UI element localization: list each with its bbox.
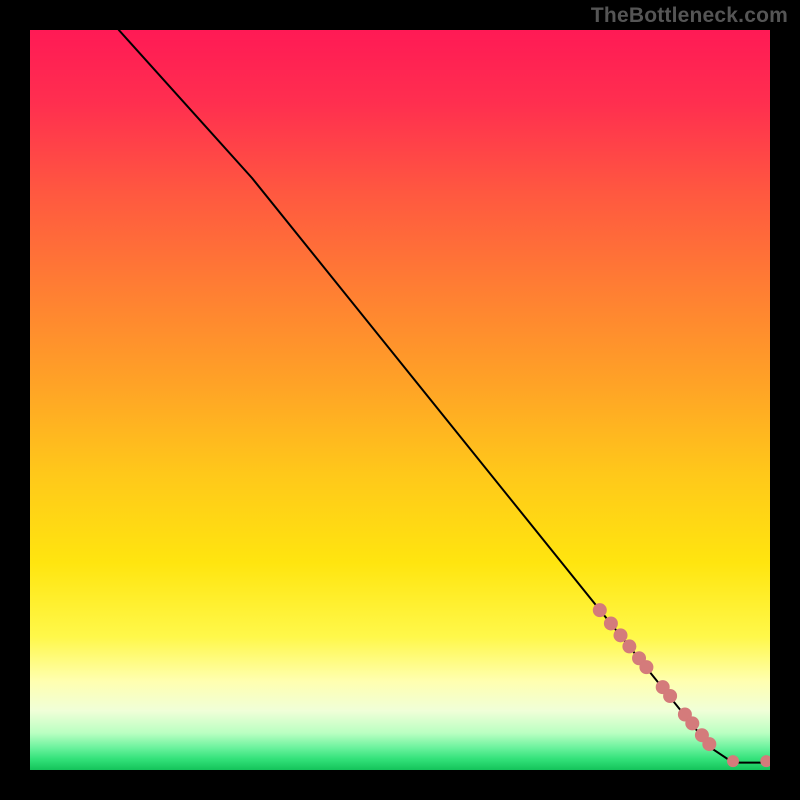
data-point-marker xyxy=(623,640,636,653)
data-point-marker xyxy=(664,690,677,703)
bottleneck-curve xyxy=(119,30,770,763)
data-point-marker xyxy=(604,617,617,630)
data-point-marker xyxy=(593,604,606,617)
data-point-marker xyxy=(614,629,627,642)
data-point-marker xyxy=(761,756,770,767)
data-point-marker xyxy=(728,756,739,767)
data-point-marker xyxy=(686,717,699,730)
plot-area xyxy=(30,30,770,770)
watermark-text: TheBottleneck.com xyxy=(591,4,788,28)
data-point-marker xyxy=(640,661,653,674)
data-point-marker xyxy=(703,738,716,751)
marker-group xyxy=(593,604,770,767)
curve-layer xyxy=(30,30,770,770)
